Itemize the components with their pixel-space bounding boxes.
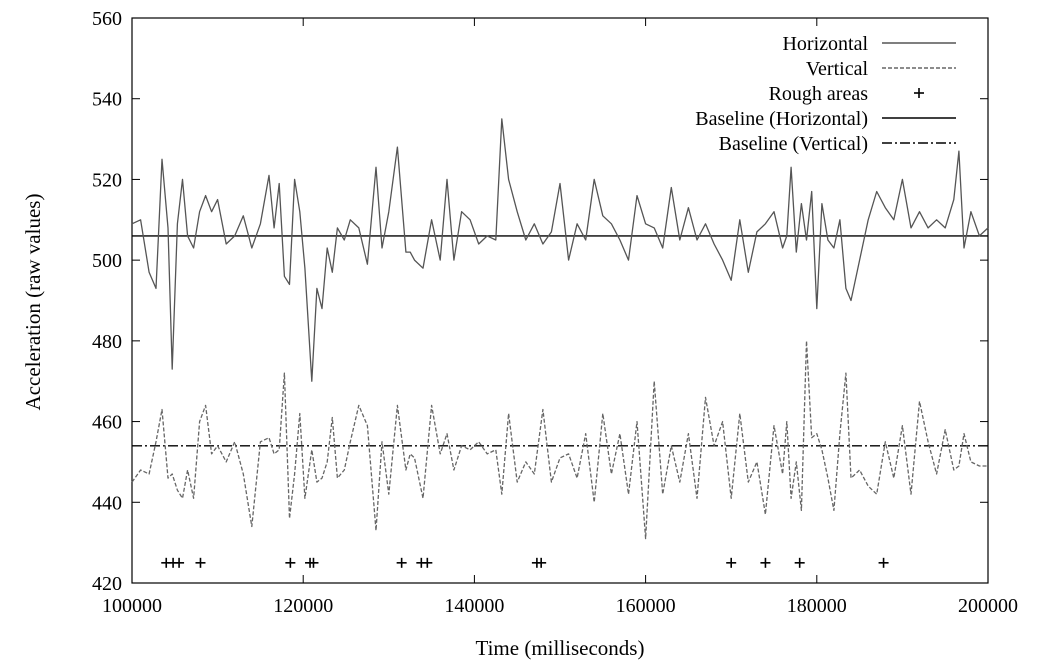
legend-label: Horizontal [782, 33, 868, 55]
rough-area-marker [308, 557, 319, 568]
rough-area-marker [794, 557, 805, 568]
rough-area-marker [726, 557, 737, 568]
rough-area-marker [195, 557, 206, 568]
y-tick-label: 460 [92, 412, 122, 434]
legend: Horizontal Vertical Rough areas Baseline (H… [695, 33, 956, 155]
y-tick-label: 480 [92, 331, 122, 353]
rough-area-marker [878, 557, 889, 568]
x-tick-label: 100000 [102, 595, 162, 617]
x-tick-label: 120000 [273, 595, 333, 617]
x-tick-label: 160000 [616, 595, 676, 617]
legend-label: Rough areas [769, 83, 869, 105]
y-tick-label: 500 [92, 250, 122, 272]
rough-area-marker [174, 557, 185, 568]
series-line-vertical [131, 340, 988, 540]
rough-area-marker [285, 557, 296, 568]
y-tick-label: 440 [92, 492, 122, 514]
legend-label: Baseline (Horizontal) [695, 108, 868, 130]
plot-frame [131, 17, 989, 584]
y-tick-label: 540 [92, 89, 122, 111]
rough-area-markers [161, 557, 889, 568]
y-axis-title: Acceleration (raw values) [21, 194, 45, 411]
rough-area-marker [396, 557, 407, 568]
rough-area-marker [760, 557, 771, 568]
rough-area-marker [536, 557, 547, 568]
legend-label: Baseline (Vertical) [719, 133, 868, 155]
rough-area-marker [422, 557, 433, 568]
y-tick-label: 560 [92, 8, 122, 30]
x-axis-title: Time (milliseconds) [476, 636, 645, 660]
x-tick-label: 200000 [958, 595, 1018, 617]
baselines [132, 235, 988, 447]
x-tick-label: 140000 [444, 595, 504, 617]
series-line-horizontal [131, 118, 989, 382]
y-tick-label: 420 [92, 573, 122, 595]
axis-ticks: 100000 120000 140000 160000 180000 200000 420 4… [92, 8, 1018, 617]
x-tick-label: 180000 [787, 595, 847, 617]
y-tick-label: 520 [92, 169, 122, 191]
legend-label: Vertical [806, 58, 869, 80]
series-lines [131, 118, 989, 540]
plot-border [131, 17, 989, 584]
